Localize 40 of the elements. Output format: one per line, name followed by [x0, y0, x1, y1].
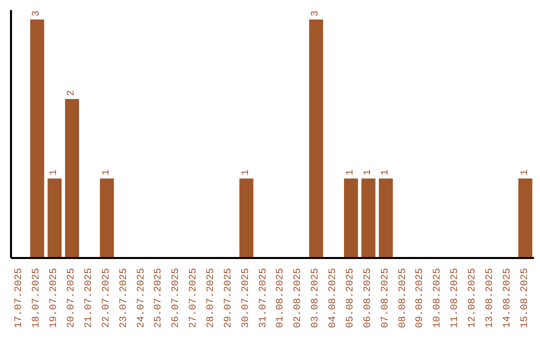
x-tick-label: 05.08.2025 [345, 268, 356, 328]
x-tick-label: 10.08.2025 [432, 268, 444, 328]
x-tick-label: 03.08.2025 [310, 268, 322, 328]
x-tick-label: 29.07.2025 [223, 268, 234, 328]
x-tick-label: 18.07.2025 [32, 268, 43, 328]
data-label: 1 [49, 169, 60, 176]
x-tick-label: 17.07.2025 [14, 268, 26, 328]
x-tick-label: 13.08.2025 [484, 268, 496, 328]
x-tick-label: 23.07.2025 [118, 268, 130, 328]
data-label: 1 [101, 169, 112, 176]
data-label: 1 [380, 169, 392, 176]
x-tick-label: 06.08.2025 [362, 268, 374, 328]
x-tick-label: 21.07.2025 [84, 268, 95, 328]
x-tick-label: 31.07.2025 [258, 268, 270, 328]
x-tick-label: 20.07.2025 [66, 268, 78, 328]
x-tick-label: 19.07.2025 [49, 268, 60, 328]
data-label: 1 [362, 169, 374, 176]
data-label: 1 [240, 169, 252, 176]
x-tick-label: 22.07.2025 [101, 268, 112, 328]
x-tick-label: 04.08.2025 [328, 268, 340, 328]
x-tick-label: 15.08.2025 [520, 268, 531, 328]
x-tick-label: 30.07.2025 [240, 268, 252, 328]
x-tick-label: 24.07.2025 [136, 268, 148, 328]
data-label: 3 [310, 10, 322, 17]
data-label: 1 [520, 169, 531, 176]
x-tick-label: 27.07.2025 [188, 268, 200, 328]
x-tick-label: 11.08.2025 [450, 268, 462, 328]
data-label: 1 [345, 169, 356, 176]
x-tick-label: 09.08.2025 [415, 268, 426, 328]
data-label: 2 [66, 90, 78, 96]
data-label: 3 [32, 10, 43, 17]
x-tick-label: 12.08.2025 [467, 268, 478, 328]
x-tick-label: 08.08.2025 [398, 268, 409, 328]
x-tick-label: 26.07.2025 [171, 268, 182, 328]
x-tick-label: 07.08.2025 [380, 268, 392, 328]
x-tick-label: 28.07.2025 [206, 268, 217, 328]
x-tick-label: 01.08.2025 [276, 268, 287, 328]
x-tick-label: 14.08.2025 [502, 268, 514, 328]
x-tick-label: 02.08.2025 [293, 268, 304, 328]
x-tick-label: 25.07.2025 [154, 268, 165, 328]
